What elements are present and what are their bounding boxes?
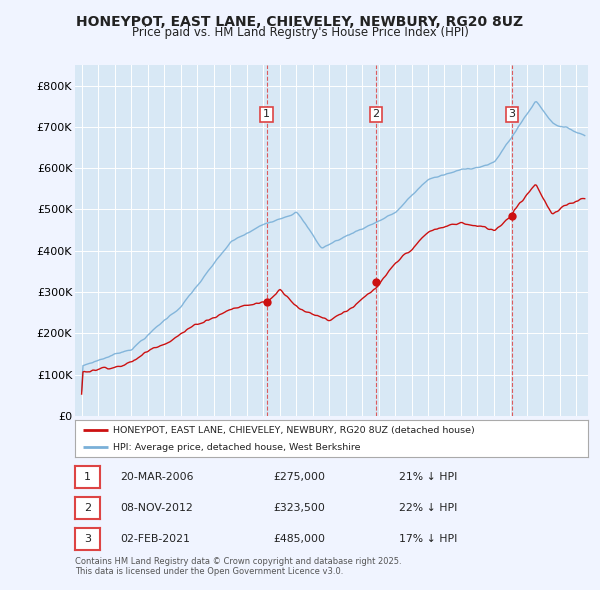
Text: 17% ↓ HPI: 17% ↓ HPI bbox=[399, 534, 457, 543]
Text: Price paid vs. HM Land Registry's House Price Index (HPI): Price paid vs. HM Land Registry's House … bbox=[131, 26, 469, 39]
Text: £485,000: £485,000 bbox=[273, 534, 325, 543]
Text: 1: 1 bbox=[263, 110, 270, 119]
Text: HONEYPOT, EAST LANE, CHIEVELEY, NEWBURY, RG20 8UZ (detached house): HONEYPOT, EAST LANE, CHIEVELEY, NEWBURY,… bbox=[113, 425, 475, 435]
Text: Contains HM Land Registry data © Crown copyright and database right 2025.
This d: Contains HM Land Registry data © Crown c… bbox=[75, 557, 401, 576]
Text: 2: 2 bbox=[84, 503, 91, 513]
Text: 3: 3 bbox=[508, 110, 515, 119]
Text: 3: 3 bbox=[84, 534, 91, 543]
Text: £275,000: £275,000 bbox=[273, 473, 325, 482]
Text: HPI: Average price, detached house, West Berkshire: HPI: Average price, detached house, West… bbox=[113, 442, 361, 452]
Text: 21% ↓ HPI: 21% ↓ HPI bbox=[399, 473, 457, 482]
Text: 08-NOV-2012: 08-NOV-2012 bbox=[120, 503, 193, 513]
Text: 1: 1 bbox=[84, 473, 91, 482]
Text: 20-MAR-2006: 20-MAR-2006 bbox=[120, 473, 193, 482]
Text: 22% ↓ HPI: 22% ↓ HPI bbox=[399, 503, 457, 513]
Text: £323,500: £323,500 bbox=[273, 503, 325, 513]
Text: 02-FEB-2021: 02-FEB-2021 bbox=[120, 534, 190, 543]
Text: 2: 2 bbox=[373, 110, 380, 119]
Text: HONEYPOT, EAST LANE, CHIEVELEY, NEWBURY, RG20 8UZ: HONEYPOT, EAST LANE, CHIEVELEY, NEWBURY,… bbox=[76, 15, 524, 29]
